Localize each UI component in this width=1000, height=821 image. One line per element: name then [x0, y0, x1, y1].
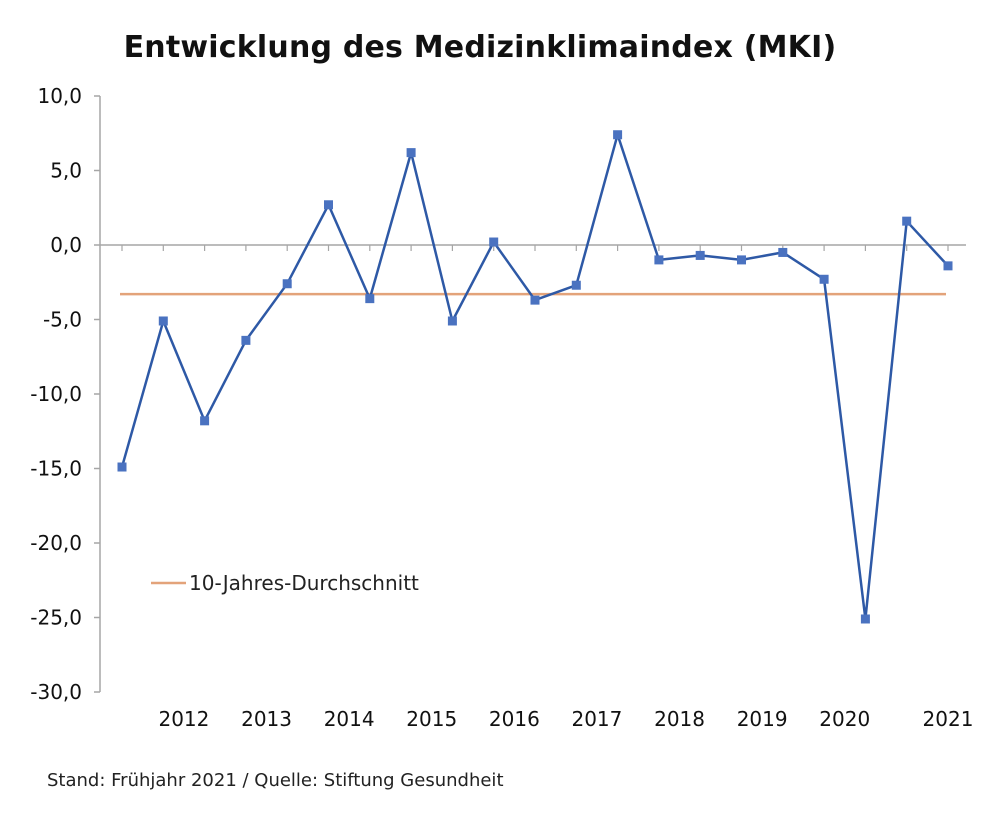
y-tick-label: -10,0 [30, 382, 82, 406]
y-tick-label: -25,0 [30, 606, 82, 630]
data-point-marker [365, 294, 375, 304]
data-point-marker [117, 462, 127, 472]
x-tick-label: 2013 [241, 707, 292, 731]
y-tick-label: -20,0 [30, 531, 82, 555]
data-point-marker [902, 216, 912, 226]
data-point-marker [778, 247, 788, 257]
data-point-marker [737, 255, 746, 265]
data-point-marker [613, 130, 623, 140]
y-tick-label: 10,0 [37, 84, 82, 108]
data-point-marker [943, 261, 953, 271]
y-tick-label: -5,0 [43, 308, 82, 332]
legend-label: 10-Jahres-Durchschnitt [189, 571, 419, 595]
axes-group: 10,0 5,0 0,0 -5,0 -10,0 -15,0 -20,0 -25,0 -30,0 2… [30, 84, 973, 731]
x-tick-label: 2014 [324, 707, 375, 731]
y-tick-label: -30,0 [30, 680, 82, 704]
data-point-marker [489, 237, 499, 247]
x-tick-label: 2021 [923, 707, 974, 731]
data-point-marker [324, 200, 333, 210]
data-point-marker [241, 335, 251, 345]
source-note: Stand: Frühjahr 2021 / Quelle: Stiftung … [47, 770, 504, 791]
chart-title: Entwicklung des Medizinklimaindex (MKI) [123, 30, 837, 65]
series-group [117, 130, 953, 624]
x-tick-label: 2018 [654, 707, 705, 731]
y-tick-label: 5,0 [50, 159, 82, 183]
data-point-marker [158, 316, 168, 326]
x-tick-label: 2020 [819, 707, 870, 731]
data-point-marker [200, 416, 210, 426]
x-tick-label: 2015 [406, 707, 457, 731]
x-tick-label: 2019 [737, 707, 788, 731]
series-line [120, 133, 949, 621]
data-point-marker [282, 279, 292, 289]
x-tick-label: 2016 [489, 707, 540, 731]
data-point-marker [654, 255, 664, 265]
y-tick-label: 0,0 [50, 233, 82, 257]
data-point-marker [860, 614, 870, 624]
data-point-marker [571, 280, 581, 290]
x-tick-label: 2012 [158, 707, 209, 731]
x-tick-label: 2017 [571, 707, 622, 731]
legend: 10-Jahres-Durchschnitt [151, 571, 419, 595]
y-tick-label: -15,0 [30, 457, 82, 481]
data-point-marker [447, 316, 457, 326]
data-point-marker [819, 274, 829, 284]
data-point-marker [530, 295, 540, 305]
data-point-marker [406, 148, 416, 158]
data-point-marker [695, 250, 705, 260]
